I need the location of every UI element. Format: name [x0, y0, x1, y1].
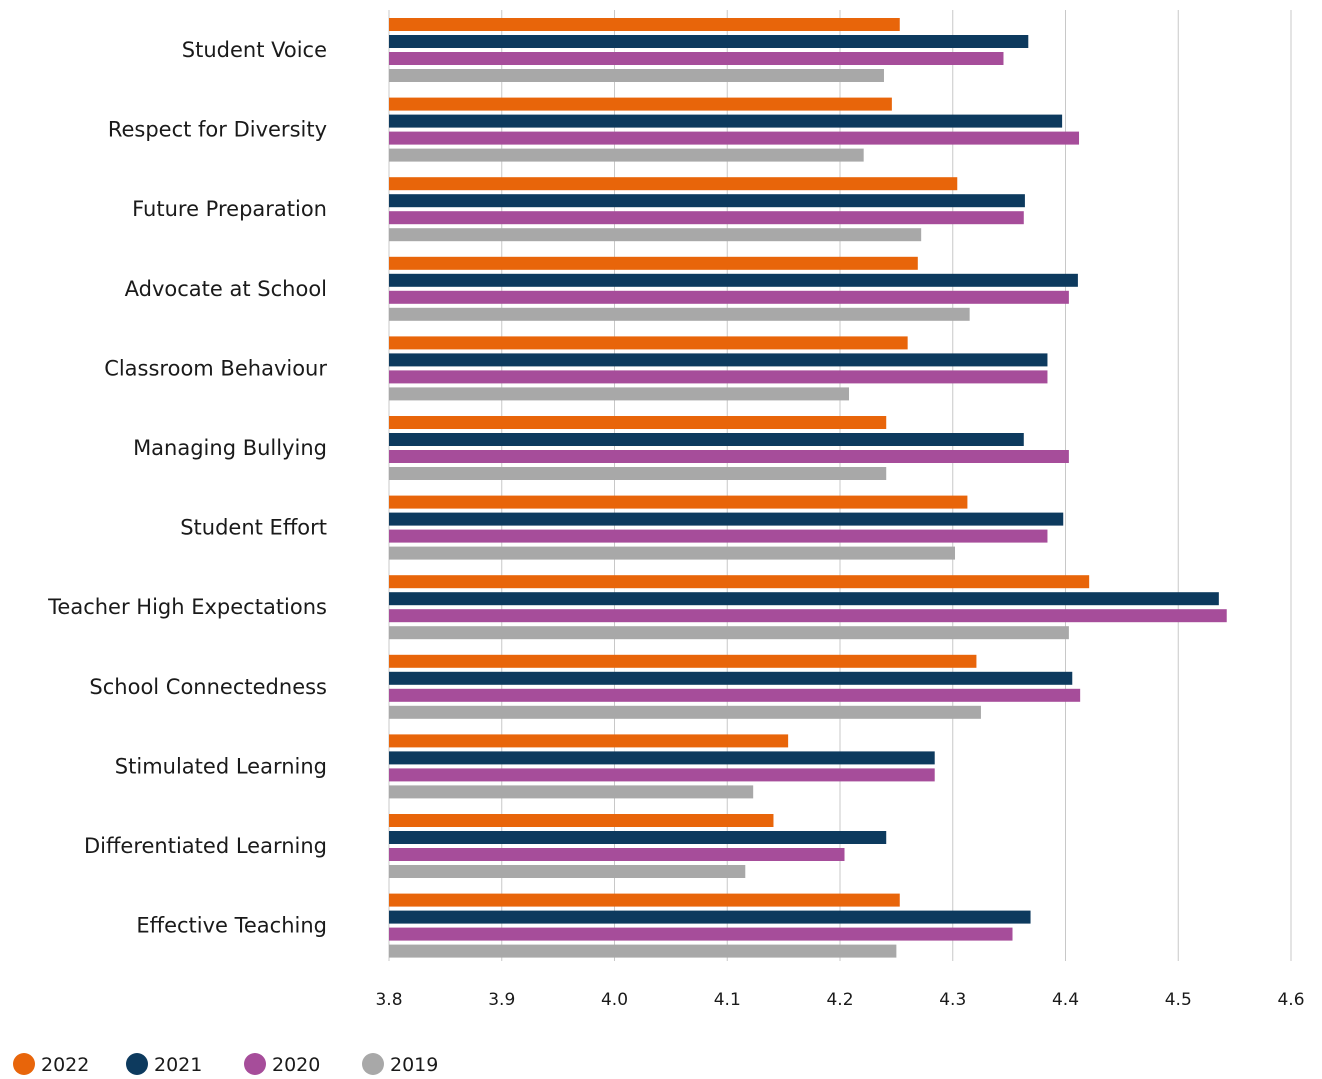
category-label: Student Voice [182, 38, 327, 62]
x-tick-label: 4.0 [601, 990, 628, 1010]
bar-2020 [389, 290, 1069, 304]
legend-swatch [13, 1053, 35, 1075]
bar-2021 [389, 512, 1064, 526]
bar-2019 [389, 944, 897, 958]
legend-item-2021: 2021 [126, 1053, 202, 1076]
bar-2022 [389, 336, 908, 350]
legend-item-2022: 2022 [13, 1053, 89, 1076]
bar-2021 [389, 910, 1031, 924]
bar-2019 [389, 228, 922, 242]
category-label: Stimulated Learning [115, 754, 327, 778]
bar-2022 [389, 495, 968, 509]
bar-2021 [389, 114, 1063, 128]
bar-2019 [389, 546, 956, 560]
gridlines [388, 10, 1292, 961]
bar-2019 [389, 307, 970, 321]
x-tick-label: 3.9 [488, 990, 515, 1010]
bar-2019 [389, 626, 1069, 640]
bar-2021 [389, 592, 1219, 606]
bar-2022 [389, 893, 900, 907]
legend-label: 2022 [41, 1054, 89, 1076]
bar-2020 [389, 131, 1080, 145]
bar-2020 [389, 609, 1227, 623]
bar-2022 [389, 18, 900, 31]
bar-2019 [389, 387, 850, 401]
legend-swatch [244, 1053, 266, 1075]
x-tick-label: 3.8 [375, 990, 402, 1010]
bar-2020 [389, 848, 845, 861]
bar-2021 [389, 353, 1048, 367]
legend-item-2019: 2019 [362, 1053, 438, 1076]
x-tick-label: 4.6 [1277, 990, 1304, 1010]
bar-2019 [389, 705, 981, 719]
bar-2022 [389, 97, 892, 111]
bar-2021 [389, 433, 1024, 446]
legend-label: 2019 [390, 1054, 438, 1076]
legend-label: 2021 [154, 1054, 202, 1076]
legend: 2022 2021 2020 2019 [13, 1053, 438, 1076]
bar-2021 [389, 194, 1025, 208]
bar-2021 [389, 671, 1073, 685]
bar-2022 [389, 416, 887, 429]
category-label: Future Preparation [132, 197, 327, 221]
bar-2020 [389, 450, 1069, 463]
category-label: Managing Bullying [133, 436, 327, 460]
x-tick-label: 4.2 [826, 990, 853, 1010]
legend-item-2020: 2020 [244, 1053, 320, 1076]
bar-2019 [389, 148, 864, 162]
category-label: Differentiated Learning [84, 834, 327, 858]
bar-2021 [389, 35, 1029, 48]
category-label: Advocate at School [125, 277, 327, 301]
bar-2022 [389, 814, 774, 827]
bar-2019 [389, 467, 887, 480]
category-label: Effective Teaching [136, 914, 327, 938]
category-label: School Connectedness [89, 675, 327, 699]
x-axis-tick-labels: 3.8 3.9 4.0 4.1 4.2 4.3 4.4 4.5 4.6 [375, 990, 1304, 1010]
bar-2022 [389, 734, 789, 748]
category-labels: Student Voice Respect for Diversity Future… [47, 38, 327, 938]
x-tick-label: 4.5 [1165, 990, 1192, 1010]
bar-2022 [389, 177, 958, 191]
x-tick-label: 4.4 [1052, 990, 1079, 1010]
x-tick-label: 4.3 [939, 990, 966, 1010]
bar-2022 [389, 654, 977, 668]
category-label: Student Effort [180, 516, 327, 540]
bar-2020 [389, 52, 1004, 65]
bar-2019 [389, 865, 746, 878]
bars [389, 18, 1227, 958]
category-label: Teacher High Expectations [47, 595, 327, 619]
bar-2019 [389, 785, 754, 799]
bar-2020 [389, 370, 1048, 384]
legend-swatch [362, 1053, 384, 1075]
bar-2019 [389, 69, 884, 82]
bar-2021 [389, 751, 935, 765]
category-label: Classroom Behaviour [104, 356, 327, 380]
bar-2020 [389, 529, 1048, 543]
bar-2020 [389, 688, 1081, 702]
bar-2021 [389, 831, 887, 844]
legend-label: 2020 [272, 1054, 320, 1076]
bar-2022 [389, 575, 1090, 589]
bar-2020 [389, 927, 1013, 941]
legend-swatch [126, 1053, 148, 1075]
bar-2021 [389, 273, 1078, 287]
x-tick-label: 4.1 [714, 990, 741, 1010]
bar-2020 [389, 768, 935, 782]
bar-2022 [389, 256, 918, 270]
category-label: Respect for Diversity [108, 118, 327, 142]
bar-2020 [389, 211, 1024, 225]
